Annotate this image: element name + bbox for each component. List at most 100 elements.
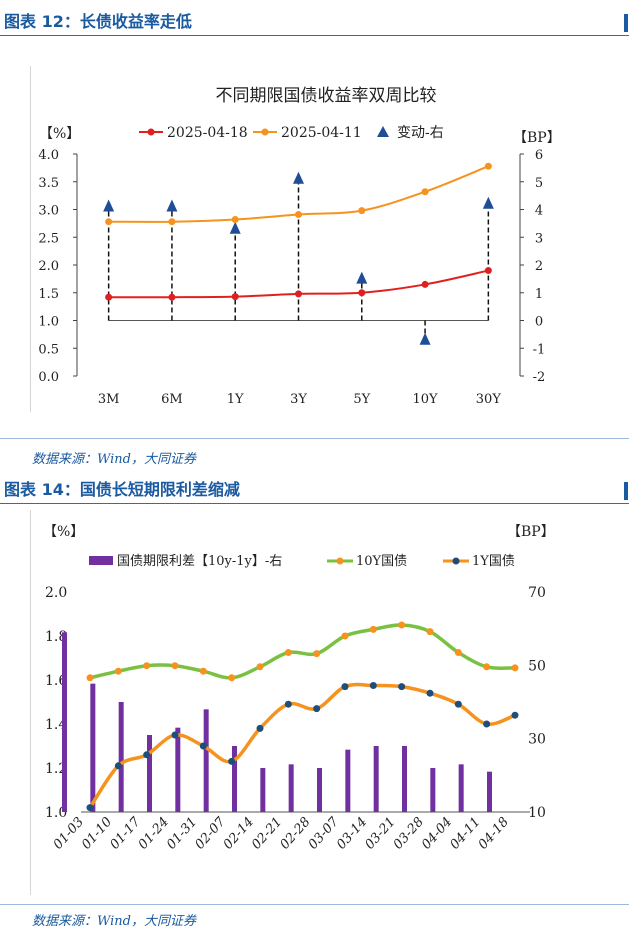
series-point-2 — [284, 700, 292, 708]
series-point-1 — [86, 674, 94, 682]
series-point-0 — [358, 289, 366, 297]
x-tick-label: 02-07 — [192, 814, 229, 852]
x-tick-label: 02-28 — [277, 815, 313, 853]
x-tick-label: 02-14 — [221, 815, 257, 853]
series-point-1 — [358, 207, 366, 215]
x-tick-label: 02-21 — [249, 815, 285, 853]
right-tick-label: 10 — [528, 805, 546, 821]
series-point-2 — [398, 683, 406, 691]
legend-marker-10y — [336, 557, 344, 565]
left-tick-label: 2.0 — [45, 585, 67, 601]
figure2-heading: 图表 14：国债长短期限利差缩减 — [4, 480, 240, 499]
series-point-0 — [168, 293, 176, 301]
series-point-2 — [341, 683, 349, 691]
right-tick-label: 5 — [535, 176, 543, 191]
series-point-1 — [295, 210, 302, 218]
legend-label-1y: 1Y国债 — [472, 554, 515, 569]
series-point-1 — [511, 664, 519, 672]
x-tick-label: 3Y — [290, 392, 307, 407]
spread-bar — [118, 702, 124, 812]
right-tick-label: 2 — [535, 259, 543, 274]
spread-bar — [260, 768, 266, 812]
left-tick-label: 1.8 — [45, 629, 67, 645]
left-axis-unit: 【%】 — [39, 126, 80, 142]
legend-marker-1y — [452, 557, 460, 565]
x-tick-label: 5Y — [353, 392, 370, 407]
series-point-2 — [256, 724, 264, 732]
left-tick-label: 1.5 — [38, 287, 59, 302]
series-point-2 — [426, 689, 434, 697]
series-point-0 — [231, 293, 239, 301]
left-axis-unit: 【%】 — [43, 524, 84, 540]
figure2-edge-marker — [624, 482, 628, 500]
x-tick-label: 03-14 — [334, 815, 370, 853]
change-marker — [229, 221, 241, 234]
right-tick-label: -1 — [533, 342, 546, 357]
series-point-2 — [511, 711, 519, 719]
series-point-1 — [105, 218, 113, 226]
right-axis-unit: 【BP】 — [507, 524, 555, 540]
legend-marker-0418 — [147, 128, 155, 136]
left-tick-label: 3.5 — [38, 176, 59, 191]
x-tick-label: 01-24 — [136, 815, 172, 853]
legend-bar-spread — [89, 556, 113, 565]
series-point-1 — [228, 674, 236, 682]
figure2-source: 数据来源：Wind，大同证券 — [32, 914, 196, 929]
right-tick-label: 3 — [535, 231, 543, 246]
figure1-edge-marker — [624, 14, 628, 32]
x-tick-label: 01-31 — [164, 815, 200, 853]
spread-bar — [147, 735, 152, 812]
spread-bar — [203, 709, 209, 812]
series-line-2 — [88, 682, 516, 809]
change-marker — [482, 196, 494, 209]
figure1-heading: 图表 12：长债收益率走低 — [4, 12, 192, 31]
series-point-0 — [105, 293, 113, 301]
right-axis-unit: 【BP】 — [513, 130, 561, 146]
legend-marker-change — [377, 126, 389, 137]
x-tick-label: 3M — [98, 392, 120, 407]
legend-label-0418: 2025-04-18 — [167, 125, 248, 141]
series-point-2 — [86, 804, 94, 812]
spread-bar — [232, 746, 237, 812]
x-tick-label: 01-17 — [107, 814, 144, 852]
series-point-1 — [143, 662, 151, 670]
series-point-1 — [256, 663, 264, 671]
series-point-1 — [341, 632, 349, 640]
left-tick-label: 1.4 — [45, 717, 67, 733]
x-tick-label: 6M — [161, 392, 183, 407]
series-point-1 — [168, 218, 176, 226]
change-marker — [103, 199, 115, 212]
right-tick-label: 4 — [535, 204, 543, 219]
left-tick-label: 4.0 — [38, 148, 59, 163]
x-tick-label: 04-04 — [419, 815, 455, 853]
x-tick-label: 30Y — [476, 392, 502, 407]
legend-label-change: 变动-右 — [397, 125, 444, 141]
series-point-0 — [421, 280, 429, 288]
spread-bar — [317, 768, 322, 812]
figure1-chart-frame: 不同期限国债收益率双周比较 【%】 【BP】 2025-04-18 2025-04-11… — [30, 66, 621, 412]
series-point-1 — [199, 667, 207, 675]
spread-bar — [430, 768, 436, 812]
series-point-1 — [421, 188, 429, 196]
legend-label-spread: 国债期限利差【10y-1y】-右 — [117, 554, 282, 569]
series-point-1 — [231, 215, 239, 223]
figure1-source: 数据来源：Wind，大同证券 — [32, 452, 196, 467]
figure2-bottom-rule — [0, 904, 629, 905]
right-tick-label: 0 — [535, 315, 543, 330]
change-marker — [293, 171, 304, 184]
series-point-0 — [484, 267, 492, 275]
series-point-0 — [295, 290, 302, 298]
right-tick-label: 70 — [528, 585, 546, 601]
chart-title: 不同期限国债收益率双周比较 — [216, 86, 437, 106]
series-point-2 — [114, 762, 122, 770]
series-point-2 — [171, 731, 179, 739]
left-tick-label: 1.2 — [45, 761, 67, 777]
figure2-chart: 【%】 【BP】国债期限利差【10y-1y】-右 10Y国债 1Y国债 2.0 1.8 1.… — [43, 524, 555, 853]
left-tick-label: 1.0 — [45, 805, 67, 821]
left-tick-label: 1.6 — [45, 673, 67, 689]
series-point-2 — [199, 742, 207, 750]
change-marker — [356, 271, 368, 284]
right-tick-label: -2 — [533, 370, 546, 385]
x-tick-label: 03-21 — [362, 815, 398, 853]
series-point-2 — [143, 751, 151, 759]
